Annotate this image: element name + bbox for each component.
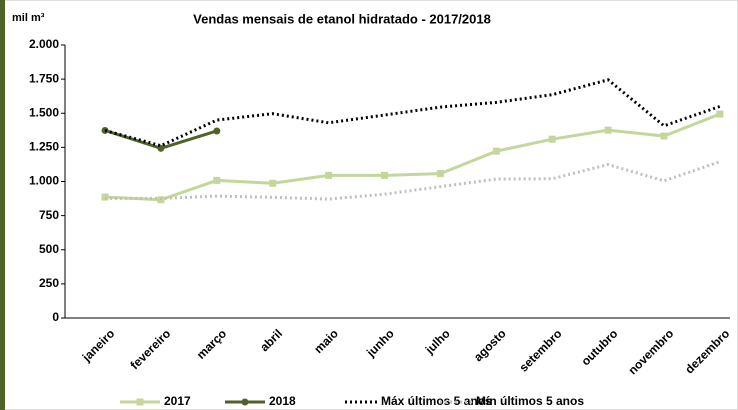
point <box>492 147 500 155</box>
y-tick-label: 1.000 <box>29 174 59 188</box>
chart-title: Vendas mensais de etanol hidratado - 201… <box>193 11 491 26</box>
legend-marker <box>136 398 144 406</box>
series-line <box>103 112 722 202</box>
y-tick-label: 250 <box>39 276 59 290</box>
point <box>660 132 668 140</box>
legend-label: Mín últimos 5 anos <box>476 394 584 408</box>
point <box>381 171 388 179</box>
legend-label: Máx últimos 5 anos <box>381 394 492 408</box>
y-tick-label: 1.750 <box>29 71 59 85</box>
legend-label: 2018 <box>269 394 296 408</box>
point <box>716 110 724 118</box>
point <box>213 127 221 135</box>
side-strip <box>0 0 5 410</box>
y-tick-label: 500 <box>39 242 59 256</box>
point <box>604 126 612 134</box>
y-tick-label: 2.000 <box>29 37 59 51</box>
series-line <box>105 160 721 201</box>
point <box>213 176 221 184</box>
y-tick-label: 1.250 <box>29 140 59 154</box>
y-axis-label: mil m³ <box>12 12 45 24</box>
legend-label: 2017 <box>164 394 191 408</box>
point <box>269 179 277 187</box>
legend-marker <box>241 398 249 406</box>
point <box>325 171 333 179</box>
point <box>436 170 444 178</box>
y-tick-label: 0 <box>52 310 59 324</box>
y-tick-label: 750 <box>39 208 59 222</box>
y-tick-label: 1.500 <box>29 105 59 119</box>
point <box>548 135 556 143</box>
